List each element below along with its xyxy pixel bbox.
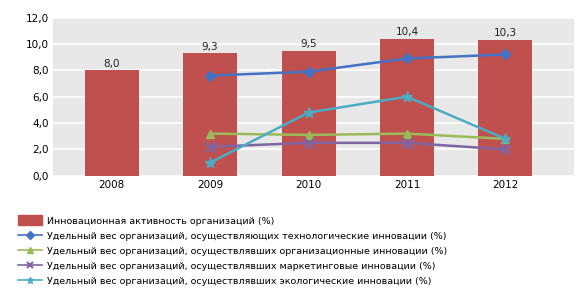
Text: 9,3: 9,3 bbox=[202, 42, 219, 52]
Text: 8,0: 8,0 bbox=[104, 59, 120, 69]
Bar bbox=[380, 39, 434, 176]
Bar bbox=[478, 40, 533, 176]
Bar bbox=[85, 70, 139, 176]
Bar bbox=[183, 53, 237, 176]
Text: 10,3: 10,3 bbox=[494, 28, 517, 38]
Bar bbox=[281, 50, 336, 176]
Text: 10,4: 10,4 bbox=[396, 27, 418, 37]
Text: 9,5: 9,5 bbox=[300, 39, 317, 49]
Legend: Инновационная активность организаций (%), Удельный вес организаций, осуществляющ: Инновационная активность организаций (%)… bbox=[16, 214, 449, 288]
